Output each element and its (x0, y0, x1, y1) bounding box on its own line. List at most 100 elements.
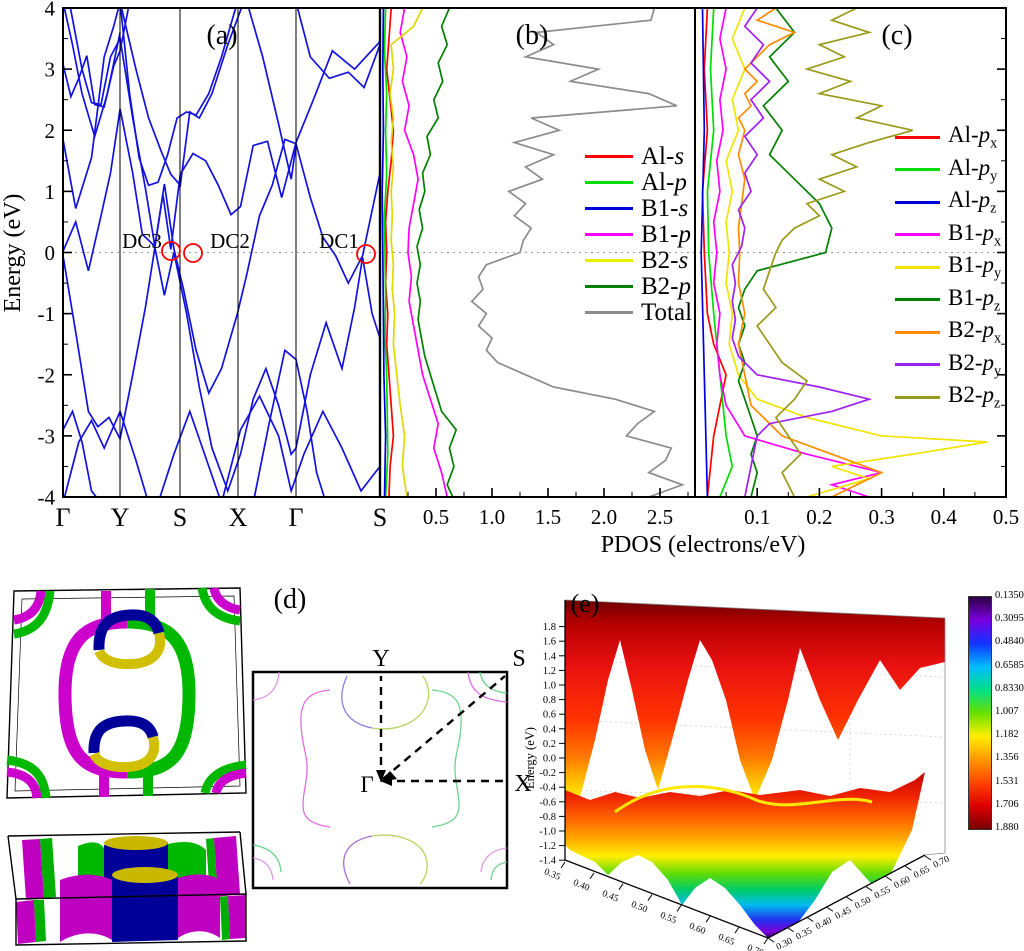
y-tick-label: -3 (38, 424, 56, 448)
surface-ky-tick (767, 937, 775, 943)
surface-ky-tick (885, 876, 893, 881)
surface-z-tick-label: -1.0 (539, 827, 556, 838)
surface-z-tick-label: 1.0 (543, 681, 556, 692)
colorbar-level-label: 0.8330 (995, 682, 1024, 694)
x-tick-label: 1.5 (535, 505, 561, 529)
band-curve (159, 408, 221, 497)
dc1-circle (356, 244, 376, 264)
surface-kx-tick-label: 0.60 (687, 922, 706, 938)
pdos-axis-label: PDOS (electrons/eV) (601, 532, 806, 558)
dc2-label: DC2 (210, 229, 250, 253)
surface-z-tick-label: 0.8 (543, 695, 556, 706)
pdos-curve-Al-px (701, 8, 727, 497)
surface-energy-axis-label: Energy (eV) (523, 727, 537, 789)
colorbar-level-label: 1.007 (995, 706, 1019, 717)
surface-kx-tick-label: 0.65 (716, 932, 735, 948)
surface-z-tick-label: 0.2 (543, 739, 556, 750)
top-axes-group: 4 3 2 1 0 -1 -2 -3 -4 0.5 1.0 1.5 2.0 2.5 0.1 0.2 0.3 0.4… (38, 0, 1020, 529)
pdos-curve-B1-p (399, 8, 449, 497)
panel-c-label: (c) (881, 20, 912, 51)
fermi2d-x-label: X (514, 771, 531, 797)
pdos-curve-Al-s (384, 8, 395, 497)
surface-kx-tick (618, 883, 624, 890)
surface-z-tick-label: -0.4 (539, 783, 556, 794)
dc3-label: DC3 (122, 229, 162, 253)
band-curve (296, 8, 380, 90)
colorbar-level-label: 0.4840 (995, 636, 1024, 648)
colorbar-level-label: 1.880 (995, 822, 1019, 833)
y-tick-label: 2 (45, 119, 56, 143)
panel-b-label: (b) (516, 20, 549, 51)
surface-ky-tick-label: 0.65 (912, 865, 932, 881)
pdos-curve-B1-pz (737, 8, 833, 497)
surface-kx-tick (763, 937, 769, 945)
surface-kx-tick-label: 0.45 (600, 889, 619, 905)
dc1-label: DC1 (319, 229, 359, 253)
fermi-surface-3d-side-box (7, 831, 247, 946)
colorbar-level-label: 1.182 (995, 729, 1019, 741)
band-curve (119, 8, 237, 187)
dirac-point-circles (161, 241, 376, 264)
pdos-curve-Total (470, 8, 685, 497)
surface-z-tick-label: 0.6 (543, 710, 556, 721)
surface-kx-tick (560, 861, 566, 869)
brillouin-path-arrows (379, 675, 506, 783)
y-tick-label: -2 (38, 363, 56, 387)
plot-frame (62, 7, 1007, 498)
pdos-curve-Al-p (383, 8, 389, 497)
band-curve (63, 247, 380, 494)
kpoint-label-gamma1: Γ (55, 503, 70, 532)
y-tick-label: -4 (38, 486, 56, 510)
band-curve (222, 394, 380, 497)
fermi2d-y-label: Y (372, 646, 389, 672)
surface-ky-tick (826, 906, 834, 912)
dc3-circle (161, 241, 181, 261)
surface-z-tick-label: 1.6 (543, 637, 556, 648)
dc2-circle (183, 243, 203, 263)
band-curve (63, 108, 380, 396)
x-tick-label: 2.5 (647, 505, 673, 529)
panel-e-label: (e) (571, 589, 600, 618)
pdos-curve-B2-s (389, 8, 424, 497)
panel-d-label: (d) (274, 584, 307, 615)
pdos-curve-Al-py (706, 8, 734, 497)
y-tick-label: 4 (45, 0, 56, 21)
fermi2d-gamma-label: Γ (360, 772, 373, 797)
fermi-2d-slice (251, 670, 509, 890)
surface-kx-tick (734, 926, 740, 934)
kpoint-label-y: Y (111, 503, 130, 532)
band-curve (63, 8, 120, 209)
surface-kx-tick (647, 894, 653, 901)
surface-z-tick-label: 1.4 (543, 651, 557, 662)
fermi2d-s-label: S (512, 646, 525, 672)
kpoint-label-s1: S (173, 503, 187, 532)
surface-kx-tick (705, 916, 711, 923)
surface-ky-tick-label: 0.30 (775, 936, 795, 951)
x-tick-label: 0.2 (806, 505, 832, 529)
x-tick-label: 0.3 (868, 505, 894, 529)
y-tick-label: -1 (38, 302, 56, 326)
surface-ky-tick-label: 0.50 (853, 895, 873, 911)
surface-ky-tick-label: 0.60 (893, 875, 913, 891)
x-tick-label: 0.5 (993, 505, 1019, 529)
pdos-curve-B2-p (416, 8, 458, 497)
pdos-curve-B1-s (381, 8, 387, 497)
colorbar-level-label: 1.356 (995, 752, 1019, 764)
fermi-surface-3d-top-box (6, 586, 247, 799)
surface-z-tick-label: 1.8 (543, 622, 556, 633)
surface-kx-tick (676, 905, 682, 912)
band-curves-group (63, 8, 380, 497)
surface-z-tick-label: 1.2 (543, 666, 556, 677)
colorbar-level-label: 0.6585 (995, 659, 1024, 671)
surface-ky-tick (806, 917, 814, 922)
pdos-c-curves-group (700, 8, 988, 497)
pdos-curve-B2-pz (756, 8, 913, 497)
band-curve (247, 8, 297, 180)
x-tick-label: 0.4 (931, 505, 958, 529)
surface-ky-tick (846, 896, 853, 902)
x-tick-label: 2.0 (591, 505, 617, 529)
pdos-curve-B1-px (712, 8, 882, 497)
surface-kx-tick-label: 0.70 (745, 943, 764, 951)
surface-3d-plot (564, 599, 946, 939)
